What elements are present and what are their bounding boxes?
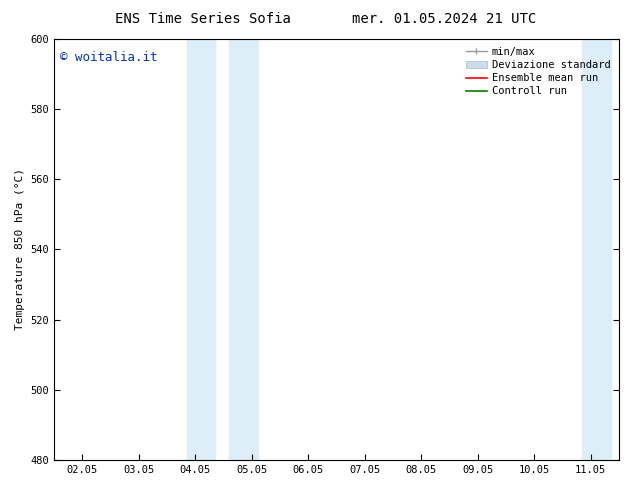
Text: ENS Time Series Sofia: ENS Time Series Sofia <box>115 12 291 26</box>
Text: © woitalia.it: © woitalia.it <box>60 51 157 64</box>
Bar <box>187 39 215 460</box>
Bar <box>582 39 611 460</box>
Bar <box>622 39 634 460</box>
Legend: min/max, Deviazione standard, Ensemble mean run, Controll run: min/max, Deviazione standard, Ensemble m… <box>463 44 614 99</box>
Text: mer. 01.05.2024 21 UTC: mer. 01.05.2024 21 UTC <box>352 12 536 26</box>
Bar <box>230 39 257 460</box>
Y-axis label: Temperature 850 hPa (°C): Temperature 850 hPa (°C) <box>15 169 25 330</box>
